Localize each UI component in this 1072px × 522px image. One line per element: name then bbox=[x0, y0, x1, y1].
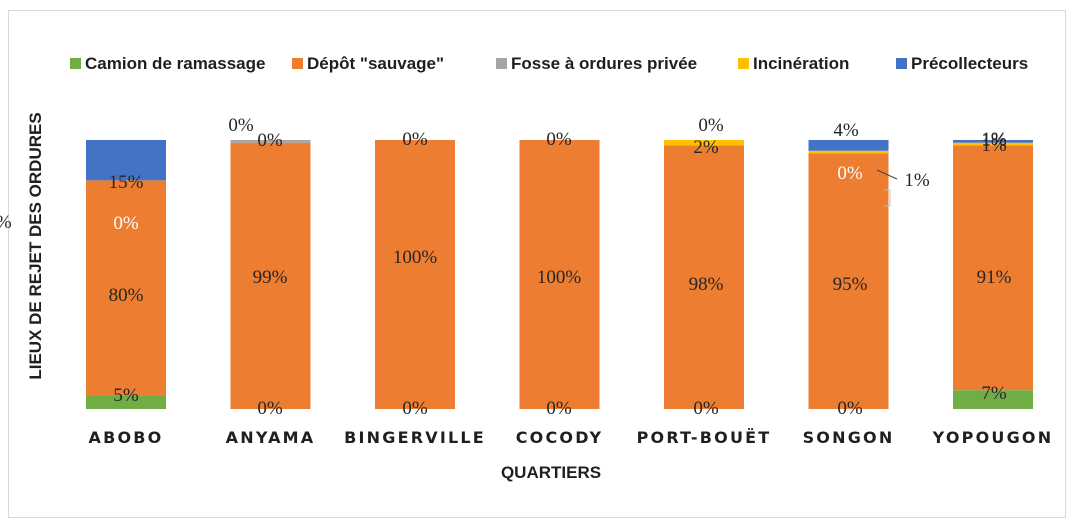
legend-label-1: Dépôt "sauvage" bbox=[307, 54, 444, 73]
bar-abobo-series-4 bbox=[86, 140, 166, 181]
bar-port-bouët-series-1 bbox=[664, 145, 744, 409]
data-label-anyama-series-0: 0% bbox=[257, 398, 283, 419]
data-label-abobo-series-3: 0% bbox=[113, 213, 139, 234]
data-label-anyama-series-2: 0% bbox=[257, 130, 283, 151]
data-label-anyama-series-3: 0% bbox=[228, 115, 254, 136]
category-axis: ABOBO ANYAMA BINGERVILLE COCODY PORT-BOUËT SO… bbox=[89, 428, 1054, 447]
bar-anyama-series-1 bbox=[230, 142, 311, 409]
bar-songon-series-3 bbox=[808, 150, 889, 154]
data-label-anyama-series-1: 99% bbox=[253, 267, 288, 288]
data-label-cocody-series-1: 100% bbox=[537, 267, 582, 288]
legend-swatch-2 bbox=[496, 58, 507, 69]
bar-port-bouët-series-3 bbox=[664, 140, 744, 146]
bar-yopougon-series-3 bbox=[953, 142, 1033, 146]
data-label-abobo-series-2: 0% bbox=[0, 212, 12, 233]
bar-anyama-series-2 bbox=[230, 140, 311, 143]
data-labels: 5%80%0%0%15%0%99%0%0%0%100%0%0%100%0%0%9… bbox=[0, 115, 1012, 419]
bar-yopougon-series-0 bbox=[953, 390, 1033, 409]
bar-abobo-series-0 bbox=[86, 395, 166, 409]
data-label-songon-series-4: 4% bbox=[833, 120, 859, 141]
data-label-yopougon-series-0: 7% bbox=[981, 383, 1007, 404]
data-label-bingerville-series-2: 0% bbox=[402, 129, 428, 150]
data-label-abobo-series-0: 5% bbox=[113, 385, 139, 406]
data-label-port-bouët-series-0: 0% bbox=[693, 398, 719, 419]
category-label-4: PORT-BOUËT bbox=[637, 428, 772, 447]
leader-line bbox=[876, 169, 898, 180]
bar-bingerville-series-1 bbox=[375, 140, 455, 409]
bar-songon-series-1 bbox=[808, 153, 889, 409]
category-label-6: YOPOUGON bbox=[932, 428, 1054, 447]
plot-area bbox=[86, 140, 1033, 409]
y-axis-title: LIEUX DE REJET DES ORDURES bbox=[26, 112, 45, 379]
legend-swatch-3 bbox=[738, 58, 749, 69]
data-label-port-bouët-series-2: 0% bbox=[698, 115, 724, 136]
legend-swatch-4 bbox=[896, 58, 907, 69]
legend-swatch-0 bbox=[70, 58, 81, 69]
legend: Camion de ramassage Dépôt "sauvage" Fosse … bbox=[70, 54, 1028, 73]
data-label-yopougon-series-3: 1% bbox=[981, 130, 1007, 151]
data-label-songon-series-1: 95% bbox=[833, 274, 868, 295]
data-label-cocody-series-2: 0% bbox=[546, 129, 572, 150]
data-label-port-bouët-series-1: 98% bbox=[689, 274, 724, 295]
bar-songon-series-4 bbox=[808, 140, 889, 151]
category-label-3: COCODY bbox=[516, 428, 604, 447]
legend-label-3: Incinération bbox=[753, 54, 849, 73]
bar-abobo-series-1 bbox=[86, 180, 166, 396]
data-label-songon-series-3: 1% bbox=[904, 170, 930, 191]
category-label-2: BINGERVILLE bbox=[344, 428, 486, 447]
data-label-songon-series-0: 0% bbox=[837, 398, 863, 419]
data-label-cocody-series-0: 0% bbox=[546, 398, 572, 419]
data-label-yopougon-series-2: 1% bbox=[981, 135, 1007, 156]
data-label-bingerville-series-1: 100% bbox=[393, 247, 438, 268]
data-label-yopougon-series-4: 1% bbox=[981, 129, 1007, 150]
data-label-abobo-series-1: 80% bbox=[109, 285, 144, 306]
data-label-songon-series-2: 0% bbox=[837, 163, 863, 184]
data-label-yopougon-series-1: 91% bbox=[977, 267, 1012, 288]
legend-label-2: Fosse à ordures privée bbox=[511, 54, 697, 73]
data-label-port-bouët-series-3: 2% bbox=[693, 137, 719, 158]
bar-yopougon-series-4 bbox=[953, 140, 1033, 143]
category-label-5: SONGON bbox=[803, 428, 895, 447]
legend-swatch-1 bbox=[292, 58, 303, 69]
legend-label-0: Camion de ramassage bbox=[85, 54, 265, 73]
bar-yopougon-series-1 bbox=[953, 145, 1033, 391]
bar-cocody-series-1 bbox=[519, 140, 600, 409]
data-label-abobo-series-4: 15% bbox=[109, 172, 144, 193]
data-label-bingerville-series-0: 0% bbox=[402, 398, 428, 419]
category-label-0: ABOBO bbox=[89, 428, 164, 447]
category-label-1: ANYAMA bbox=[226, 428, 316, 447]
x-axis-title: QUARTIERS bbox=[501, 463, 601, 482]
label-bracket bbox=[884, 189, 891, 207]
legend-label-4: Précollecteurs bbox=[911, 54, 1028, 73]
